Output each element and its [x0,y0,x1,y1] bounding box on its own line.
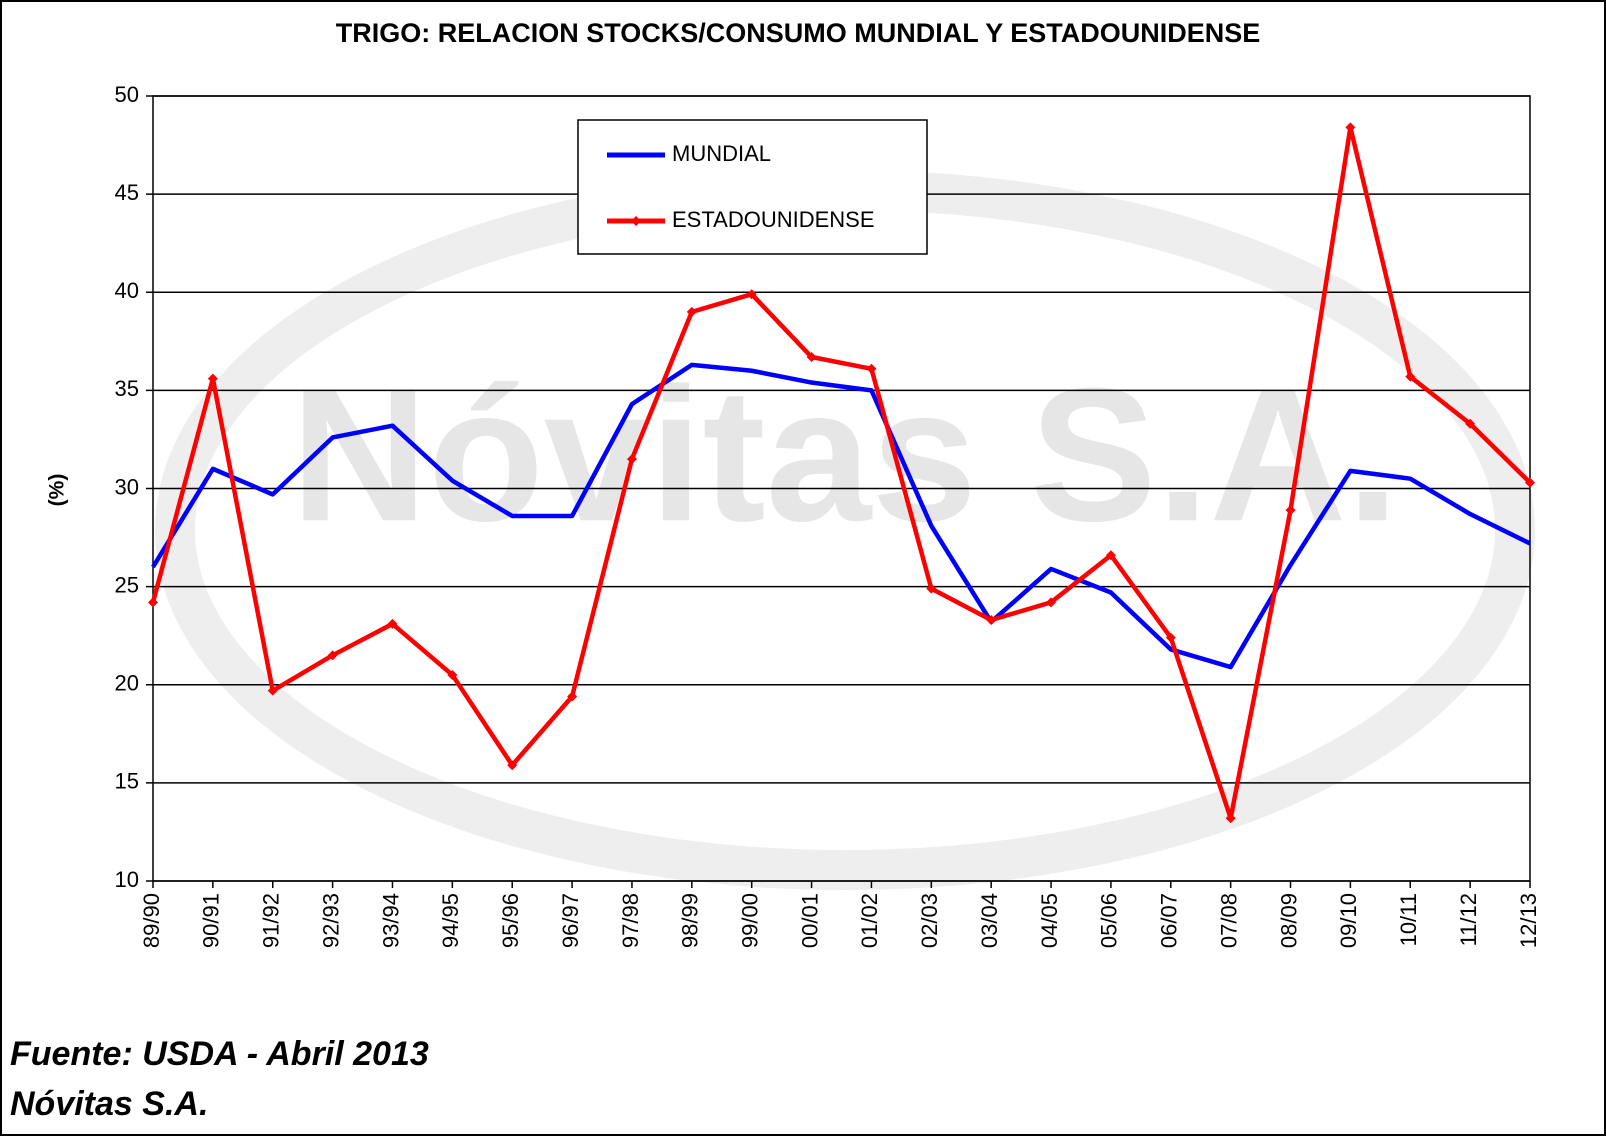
x-tick-label: 97/98 [618,893,643,948]
marker [1405,371,1416,382]
y-tick-label: 45 [115,180,139,205]
x-tick-label: 03/04 [977,893,1002,948]
x-tick-label: 95/96 [498,893,523,948]
x-tick-label: 07/08 [1216,893,1241,948]
x-tick-label: 99/00 [738,893,763,948]
x-tick-label: 93/94 [378,893,403,948]
x-tick-label: 94/95 [438,893,463,948]
x-tick-label: 09/10 [1336,893,1361,948]
legend-label: MUNDIAL [672,141,771,166]
series-line [151,362,1531,670]
y-tick-label: 40 [115,278,139,303]
plot-border [152,95,1531,882]
x-tick-label: 91/92 [259,893,284,948]
x-tick-label: 00/01 [797,893,822,948]
x-tick-label: 92/93 [318,893,343,948]
x-tick-label: 01/02 [857,893,882,948]
x-tick-label: 10/11 [1396,893,1421,946]
marker [986,614,997,625]
y-tick-label: 20 [115,671,139,696]
marker [806,352,817,363]
marker [447,669,458,680]
source: Fuente: USDA - Abril 2013 [10,1035,429,1073]
marker [148,597,158,608]
marker [387,618,398,629]
marker [327,650,338,661]
marker [507,760,518,771]
y-tick-label: 15 [115,769,139,794]
x-tick-label: 96/97 [558,893,583,948]
y-tick-label: 25 [115,572,139,597]
watermark: Nóvitas S.A. [291,349,1400,561]
marker [866,363,877,374]
y-axis-label: (%) [46,474,69,507]
x-tick-label: 08/09 [1276,893,1301,948]
y-tick-label: 10 [115,867,139,892]
x-tick-label: 90/91 [199,893,224,948]
x-tick-label: 11/12 [1456,893,1481,946]
marker [686,306,697,317]
author: Nóvitas S.A. [10,1085,208,1123]
x-tick-label: 06/07 [1157,893,1182,948]
chart-title: TRIGO: RELACION STOCKS/CONSUMO MUNDIAL Y… [336,18,1261,48]
marker [567,691,578,702]
legend-marker [631,216,641,226]
y-tick-label: 30 [115,474,139,499]
marker [1225,813,1236,824]
y-tick-label: 35 [115,376,139,401]
marker [207,373,218,384]
y-tick-label: 50 [115,82,139,107]
marker [1105,550,1116,561]
legend-box [577,119,928,255]
marker [1046,597,1057,608]
marker [1465,418,1476,429]
x-tick-label: 02/03 [917,893,942,948]
x-tick-label: 89/90 [139,893,164,948]
marker [1285,505,1296,516]
marker [267,685,278,696]
x-tick-label: 04/05 [1037,893,1062,948]
marker [926,583,937,594]
x-tick-label: 98/99 [678,893,703,948]
legend-label: ESTADOUNIDENSE [672,207,875,232]
marker [626,454,637,465]
x-tick-label: 12/13 [1516,893,1541,948]
marker [1345,122,1356,133]
series-line [150,125,1532,821]
marker [1525,477,1535,488]
marker [746,289,757,300]
x-tick-label: 05/06 [1097,893,1122,948]
marker [1165,632,1176,643]
